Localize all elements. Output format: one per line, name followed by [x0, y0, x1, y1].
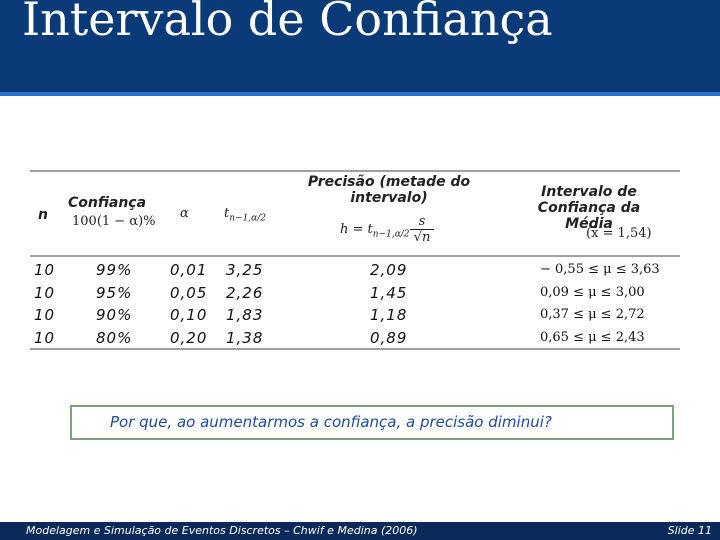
col-confidence-formula: 100(1 − α)% [72, 214, 156, 229]
fraction: s √n [410, 214, 434, 245]
table-cell: 10 [34, 306, 56, 324]
formula-sub: n−1,α/2 [372, 229, 410, 240]
table-cell: 2,09 [370, 261, 408, 279]
footer: Modelagem e Simulação de Eventos Discret… [0, 522, 720, 540]
table-cell: 99% [96, 261, 133, 279]
table-cell: 1,83 [226, 306, 264, 324]
table-cell: 95% [96, 283, 133, 302]
table-cell: 0,09 ≤ μ ≤ 3,00 [540, 284, 645, 300]
table-cell: 1,18 [370, 306, 408, 324]
denominator: √n [413, 230, 431, 245]
t-sub: n−1,α/2 [229, 213, 266, 224]
table-cell: 0,89 [370, 328, 408, 347]
footer-text: Modelagem e Simulação de Eventos Discret… [26, 524, 418, 537]
table-cell: 0,10 [170, 306, 208, 324]
col-n: n [38, 207, 48, 223]
table-cell: 0,65 ≤ μ ≤ 2,43 [540, 329, 645, 345]
table-cell: 0,05 [170, 283, 208, 302]
table-cell: 2,26 [226, 283, 264, 302]
t: t [224, 206, 230, 221]
table-cell: − 0,55 ≤ μ ≤ 3,63 [540, 262, 660, 277]
table-cell: 10 [34, 261, 56, 279]
table-cell: 10 [34, 283, 56, 302]
col-precision: Precisão (metade do intervalo) [307, 174, 471, 206]
table-rule [30, 255, 680, 257]
formula-h: h = t [340, 222, 373, 237]
precision-formula: h = tn−1,α/2 [340, 222, 410, 240]
numerator: s [410, 214, 434, 230]
table-cell: 0,37 ≤ μ ≤ 2,72 [540, 307, 645, 322]
col-interval: Intervalo de Confiança da Média [537, 184, 641, 232]
question: Por que, ao aumentarmos a confiança, a p… [110, 413, 552, 431]
table-cell: 0,20 [170, 328, 208, 347]
table-cell: 90% [96, 306, 133, 324]
col-t: tn−1,α/2 [224, 206, 266, 224]
title: Intervalo de Confiança [22, 0, 553, 46]
header-band [0, 0, 720, 96]
table-cell: 1,45 [370, 283, 408, 302]
slide-number: Slide 11 [667, 524, 712, 537]
table-rule [30, 170, 680, 172]
interval-formula: (x̄ = 1,54) [586, 226, 652, 241]
col-confidence: Confiança [68, 195, 147, 211]
table-rule [30, 348, 680, 350]
table-cell: 80% [96, 328, 133, 347]
table-cell: 3,25 [226, 261, 264, 279]
table-cell: 0,01 [170, 261, 208, 279]
question-box: Por que, ao aumentarmos a confiança, a p… [70, 405, 674, 440]
table-cell: 10 [34, 328, 56, 347]
table-cell: 1,38 [226, 328, 264, 347]
col-alpha: α [180, 206, 189, 221]
